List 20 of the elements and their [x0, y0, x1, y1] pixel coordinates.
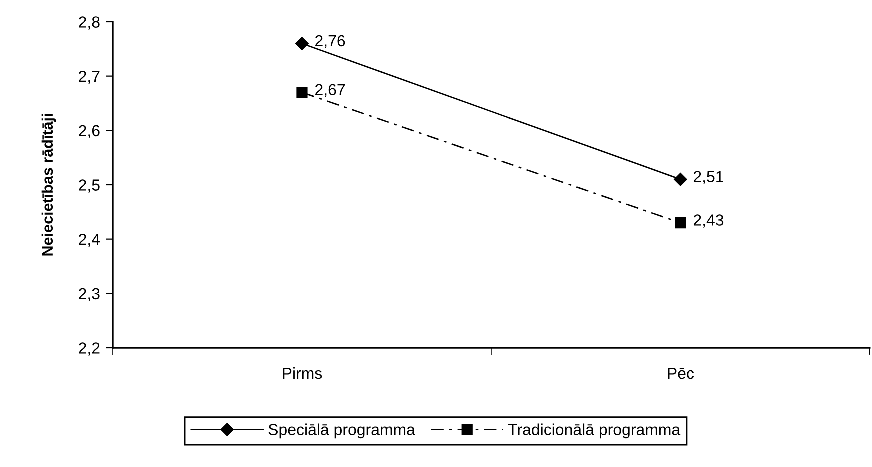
point	[675, 217, 686, 229]
data-label: 2,43	[694, 214, 724, 228]
point	[296, 37, 309, 50]
y-tick-label: 2,4	[79, 234, 100, 248]
data-label: 2,67	[316, 84, 346, 98]
x-tick-label: Pēc	[668, 368, 694, 380]
point	[674, 172, 688, 186]
point	[296, 87, 308, 98]
y-tick-label: 2,3	[79, 288, 100, 302]
y-tick-label: 2,7	[79, 70, 100, 84]
x-tick-label: Pirms	[283, 367, 322, 380]
legend-label: Speciālā programma	[268, 424, 416, 439]
y-tick-label: 2,8	[79, 16, 100, 30]
y-tick-label: 2,2	[79, 342, 100, 356]
y-tick-label: 2,5	[79, 180, 100, 193]
y-axis-title: Neiecietības rādītāji	[42, 114, 56, 256]
legend-label: Tradicionālā programma	[508, 424, 681, 439]
data-label: 2,51	[694, 171, 724, 184]
y-tick-label: 2,6	[79, 125, 100, 138]
data-label: 2,76	[316, 35, 346, 49]
